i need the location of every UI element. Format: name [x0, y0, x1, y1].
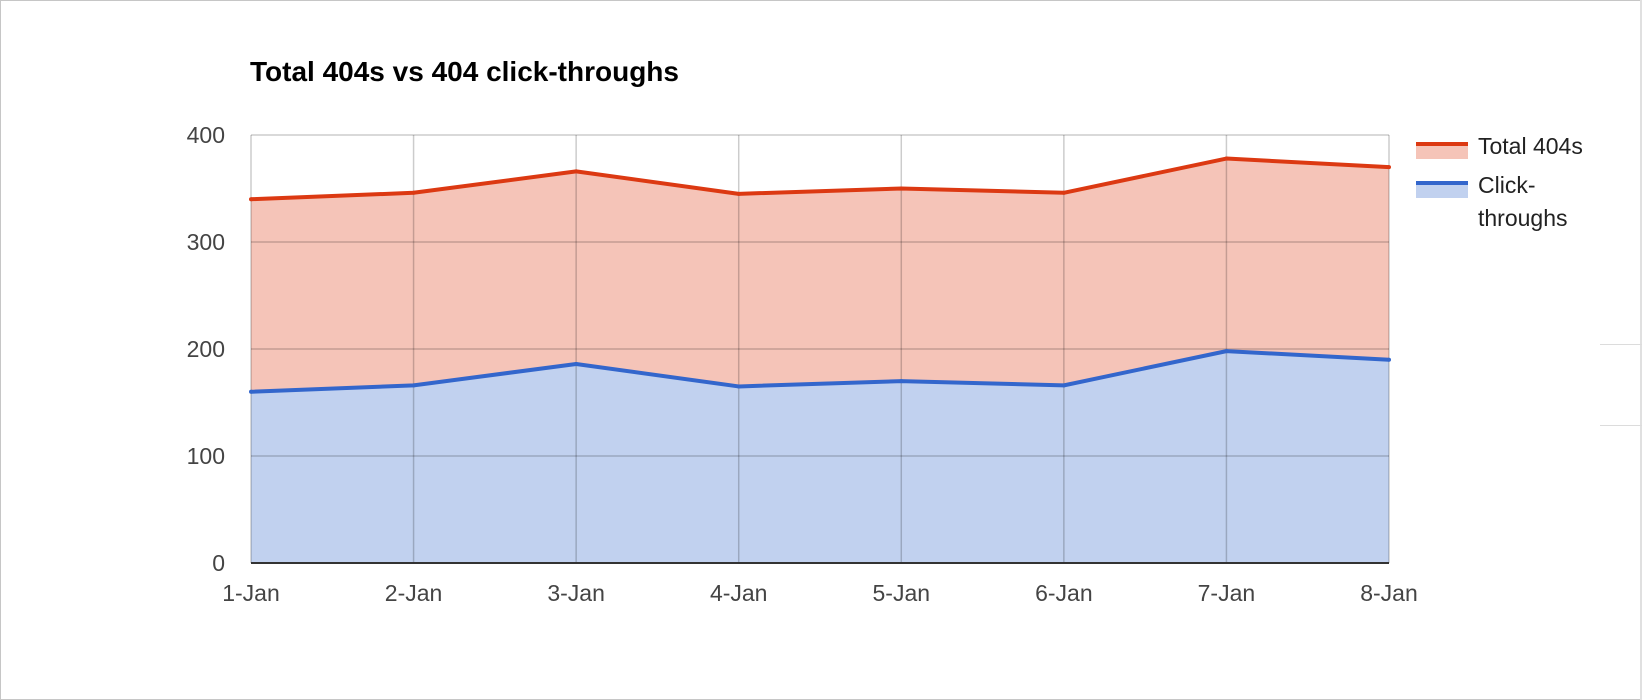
- data-point: [899, 186, 904, 191]
- y-tick-label: 400: [187, 122, 225, 148]
- data-point: [249, 389, 253, 394]
- x-tick-label: 5-Jan: [873, 580, 931, 606]
- x-tick-label: 6-Jan: [1035, 580, 1093, 606]
- data-point: [899, 379, 904, 384]
- legend-item-total-404s[interactable]: Total 404s: [1416, 130, 1616, 163]
- data-point: [1224, 156, 1229, 161]
- chart-title: Total 404s vs 404 click-throughs: [250, 56, 679, 87]
- data-point: [1061, 190, 1066, 195]
- data-point: [1387, 357, 1391, 362]
- side-divider: [1600, 344, 1642, 345]
- x-tick-label: 7-Jan: [1198, 580, 1256, 606]
- x-tick-label: 8-Jan: [1360, 580, 1418, 606]
- window-edge: [1640, 0, 1642, 700]
- x-tick-label: 4-Jan: [710, 580, 768, 606]
- data-point: [1224, 349, 1229, 354]
- legend-swatch-line: [1416, 181, 1468, 185]
- legend-swatch-fill: [1416, 185, 1468, 198]
- series-line-1: [250, 349, 1390, 394]
- data-point: [574, 361, 579, 366]
- series-area-1: [251, 351, 1389, 563]
- y-tick-label: 100: [187, 443, 225, 469]
- data-point: [736, 384, 741, 389]
- y-tick-label: 200: [187, 336, 225, 362]
- data-point: [249, 197, 253, 202]
- data-point: [411, 383, 416, 388]
- data-point: [736, 191, 741, 196]
- legend-swatch-total-404s: [1416, 142, 1468, 160]
- legend-label: Click-throughs: [1478, 172, 1568, 231]
- x-tick-label: 1-Jan: [222, 580, 280, 606]
- data-point: [1061, 383, 1066, 388]
- data-point: [411, 190, 416, 195]
- y-tick-label: 300: [187, 229, 225, 255]
- data-point: [574, 169, 579, 174]
- legend-swatch-line: [1416, 142, 1468, 146]
- x-tick-label: 2-Jan: [385, 580, 443, 606]
- legend-swatch-fill: [1416, 146, 1468, 159]
- x-tick-label: 3-Jan: [547, 580, 605, 606]
- y-tick-label: 0: [212, 550, 225, 576]
- data-point: [1387, 165, 1391, 170]
- legend-label: Total 404s: [1478, 133, 1583, 159]
- series-line-0: [250, 156, 1390, 202]
- side-divider: [1600, 425, 1642, 426]
- chart-legend: Total 404s Click-throughs: [1416, 130, 1616, 241]
- legend-item-click-throughs[interactable]: Click-throughs: [1416, 169, 1616, 235]
- legend-swatch-click-throughs: [1416, 181, 1468, 199]
